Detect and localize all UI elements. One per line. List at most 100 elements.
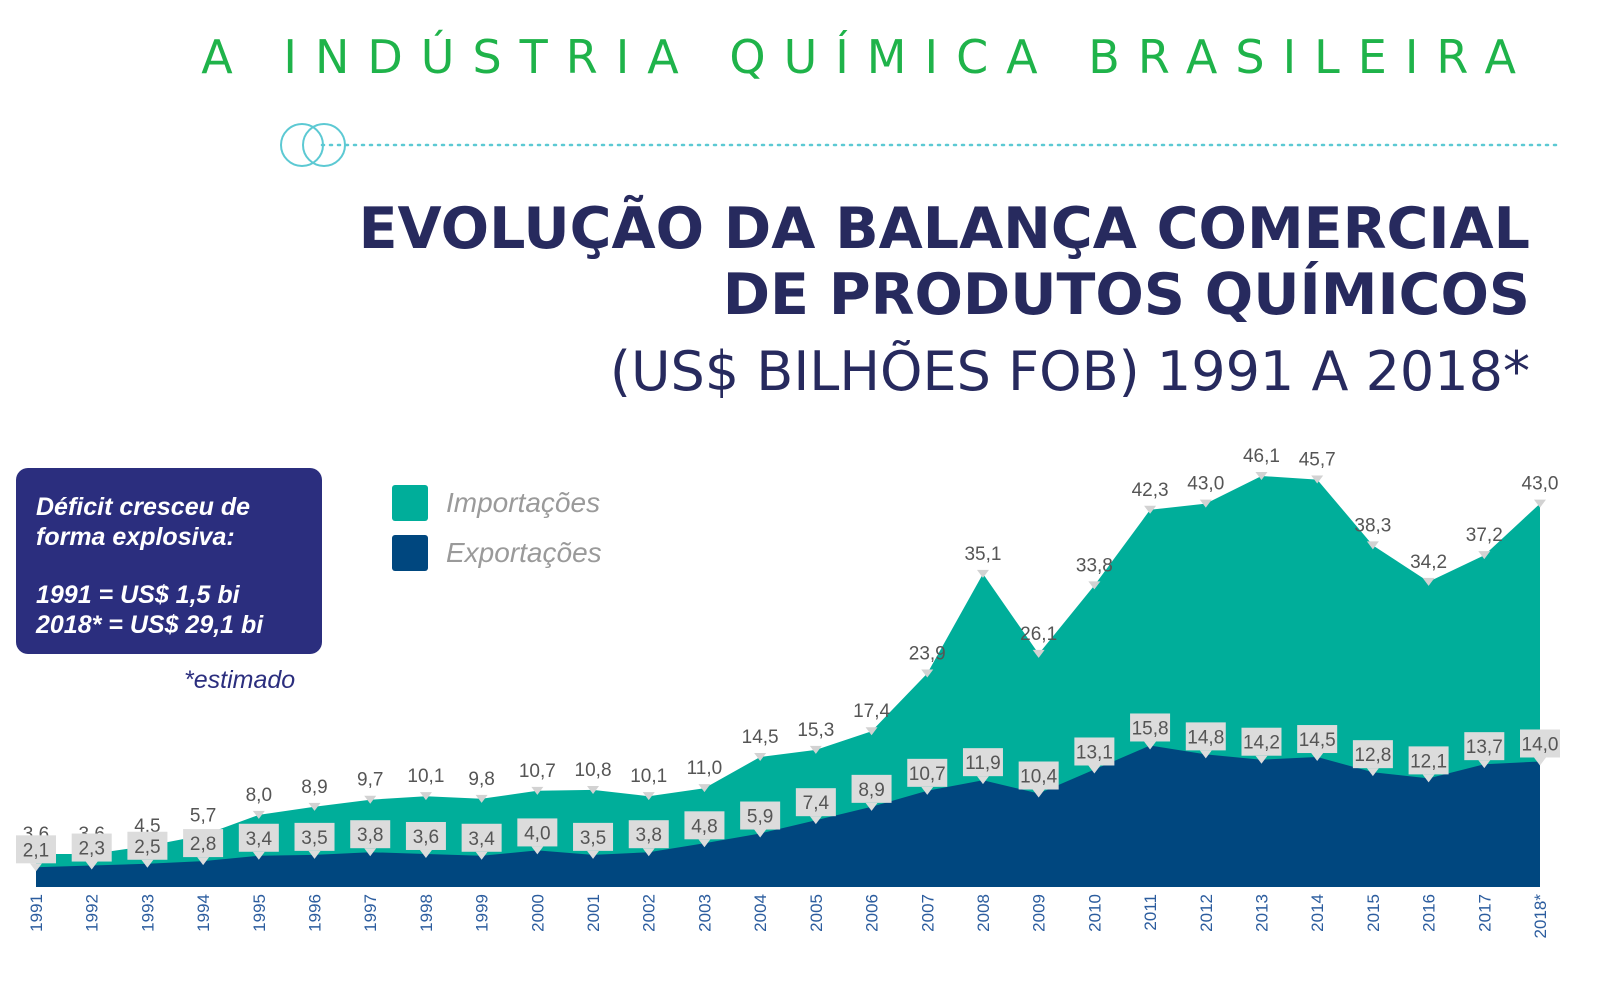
export-marker <box>197 857 210 866</box>
import-value-label: 46,1 <box>1243 446 1280 467</box>
callout-headline: Déficit cresceu de forma explosiva: <box>36 493 250 551</box>
import-value-label: 8,9 <box>301 777 327 798</box>
import-marker <box>364 795 377 804</box>
callout-line-2018: 2018* = US$ 29,1 bi <box>36 611 264 639</box>
export-marker <box>141 859 154 868</box>
import-marker <box>642 792 655 801</box>
export-value-label: 14,2 <box>1243 733 1280 754</box>
chart-subtitle: (US$ BILHÕES FOB) 1991 A 2018* <box>609 340 1530 403</box>
export-value-label: 7,4 <box>803 793 830 814</box>
x-tick-label: 2018* <box>1531 894 1550 939</box>
import-marker <box>1534 499 1546 508</box>
export-label-box <box>1352 740 1393 769</box>
x-tick-label: 1998 <box>417 894 436 932</box>
import-marker <box>1088 581 1101 590</box>
export-marker <box>419 849 432 858</box>
import-value-label: 14,5 <box>742 727 779 748</box>
export-marker <box>1199 750 1212 759</box>
x-tick-label: 1995 <box>250 894 269 932</box>
legend: Importações Exportações <box>392 478 602 578</box>
export-value-label: 12,8 <box>1354 745 1391 766</box>
export-label-box <box>1408 746 1449 775</box>
import-value-label: 23,9 <box>909 643 946 664</box>
export-label-box <box>461 823 502 852</box>
x-tick-label: 2012 <box>1197 894 1216 932</box>
import-marker <box>531 786 544 795</box>
import-marker <box>1366 541 1379 550</box>
export-value-label: 3,5 <box>301 828 327 849</box>
export-label-box <box>238 823 279 852</box>
export-value-label: 14,5 <box>1299 730 1336 751</box>
export-value-label: 2,3 <box>78 839 104 860</box>
legend-item-imports: Importações <box>392 478 602 528</box>
import-value-label: 5,7 <box>190 805 216 826</box>
import-marker <box>1032 649 1045 658</box>
export-marker <box>1032 789 1045 798</box>
export-value-label: 13,7 <box>1466 737 1503 758</box>
import-marker <box>976 569 989 578</box>
import-value-label: 38,3 <box>1354 515 1391 536</box>
import-value-label: 4,5 <box>134 816 160 837</box>
export-label-box <box>405 821 446 850</box>
export-marker <box>642 848 655 857</box>
import-value-label: 10,1 <box>407 766 444 787</box>
import-value-label: 45,7 <box>1299 450 1336 471</box>
import-value-label: 9,8 <box>468 769 494 790</box>
export-marker <box>252 851 265 860</box>
export-marker <box>1088 765 1101 774</box>
export-value-label: 3,4 <box>246 829 273 850</box>
export-value-label: 3,4 <box>468 829 495 850</box>
import-value-label: 37,2 <box>1466 525 1503 546</box>
import-marker <box>252 810 265 819</box>
export-marker <box>1144 741 1157 750</box>
import-value-label: 11,0 <box>687 758 723 779</box>
export-label-box <box>16 835 56 864</box>
export-marker <box>1255 755 1268 764</box>
x-tick-label: 1991 <box>27 894 46 932</box>
export-value-label: 2,5 <box>134 837 160 858</box>
x-tick-label: 1999 <box>473 894 492 932</box>
import-marker <box>1311 475 1324 484</box>
title-line-1: EVOLUÇÃO DA BALANÇA COMERCIAL <box>358 196 1530 262</box>
legend-label-exports: Exportações <box>446 537 602 568</box>
import-value-label: 33,8 <box>1076 555 1113 576</box>
import-marker <box>1422 577 1435 586</box>
export-value-label: 12,1 <box>1410 751 1447 772</box>
export-marker <box>809 816 822 825</box>
import-value-label: 42,3 <box>1132 480 1169 501</box>
x-tick-label: 2017 <box>1475 894 1494 932</box>
export-value-label: 2,8 <box>190 834 216 855</box>
export-label-box <box>1241 727 1282 756</box>
x-tick-label: 2003 <box>695 894 714 932</box>
deficit-callout: Déficit cresceu de forma explosiva: 1991… <box>16 468 322 654</box>
x-tick-label: 2014 <box>1308 894 1327 932</box>
export-marker <box>698 839 711 848</box>
export-marker <box>865 802 878 811</box>
x-tick-label: 1992 <box>83 894 102 932</box>
export-label-box <box>183 829 224 858</box>
x-tick-label: 2016 <box>1420 894 1439 932</box>
import-value-label: 15,3 <box>797 720 834 741</box>
export-label-box <box>907 758 948 787</box>
import-value-label: 10,8 <box>575 760 612 781</box>
import-value-label: 10,1 <box>630 766 667 787</box>
import-marker <box>1199 499 1212 508</box>
import-value-label: 10,7 <box>519 761 556 782</box>
x-tick-label: 2005 <box>807 894 826 932</box>
import-marker <box>308 802 321 811</box>
export-marker <box>1422 774 1435 783</box>
export-marker <box>308 850 321 859</box>
export-value-label: 3,6 <box>413 827 439 848</box>
export-label-box <box>740 801 781 830</box>
chart-title: EVOLUÇÃO DA BALANÇA COMERCIAL DE PRODUTO… <box>359 196 1530 328</box>
export-value-label: 15,8 <box>1132 718 1169 739</box>
export-value-label: 3,8 <box>357 825 383 846</box>
export-marker <box>30 863 42 872</box>
export-marker <box>1534 757 1546 766</box>
import-value-label: 34,2 <box>1410 552 1447 573</box>
export-value-label: 8,9 <box>858 780 884 801</box>
export-marker <box>364 848 377 857</box>
legend-item-exports: Exportações <box>392 528 602 578</box>
export-marker <box>1311 753 1324 762</box>
export-value-label: 13,1 <box>1076 742 1113 763</box>
